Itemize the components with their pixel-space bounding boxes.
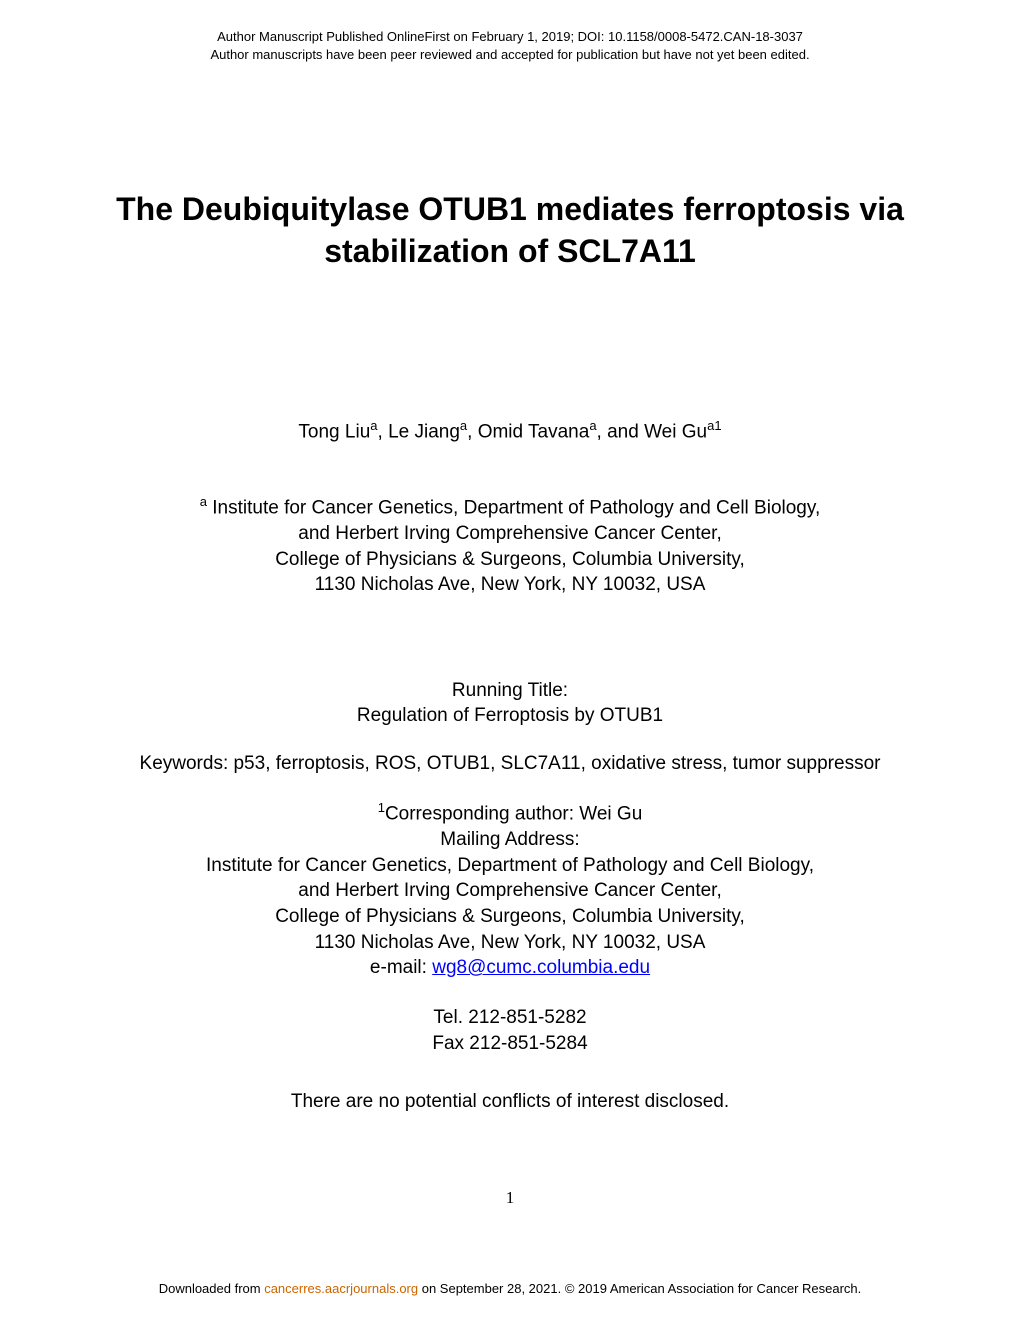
footer: Downloaded from cancerres.aacrjournals.o…: [0, 1280, 1020, 1298]
corresponding-author: 1Corresponding author: Wei Gu Mailing Ad…: [0, 799, 1020, 981]
authors-list: Tong Liua, Le Jianga, Omid Tavanaa, and …: [0, 418, 1020, 443]
footer-link[interactable]: cancerres.aacrjournals.org: [264, 1281, 418, 1296]
author-3-sup: a: [589, 418, 596, 433]
header-line1: Author Manuscript Published OnlineFirst …: [0, 28, 1020, 46]
running-title-text: Regulation of Ferroptosis by OTUB1: [357, 705, 663, 726]
contact-info: Tel. 212-851-5282 Fax 212-851-5284: [0, 1005, 1020, 1056]
corresponding-line2: and Herbert Irving Comprehensive Cancer …: [298, 880, 721, 901]
conflict-statement: There are no potential conflicts of inte…: [0, 1091, 1020, 1113]
author-4-sup: a1: [707, 418, 721, 433]
author-2: Le Jiang: [388, 421, 460, 442]
author-4: Wei Gu: [644, 421, 707, 442]
fax: Fax 212-851-5284: [432, 1033, 587, 1054]
header-notice: Author Manuscript Published OnlineFirst …: [0, 0, 1020, 64]
author-3: Omid Tavana: [478, 421, 590, 442]
email-link[interactable]: wg8@cumc.columbia.edu: [432, 957, 650, 978]
affiliation-line2: and Herbert Irving Comprehensive Cancer …: [298, 523, 721, 544]
corresponding-label: Corresponding author: Wei Gu: [385, 803, 642, 824]
corresponding-line4: 1130 Nicholas Ave, New York, NY 10032, U…: [315, 932, 706, 953]
running-title-section: Running Title: Regulation of Ferroptosis…: [0, 678, 1020, 729]
separator: ,: [378, 421, 389, 442]
keywords: Keywords: p53, ferroptosis, ROS, OTUB1, …: [0, 753, 1020, 775]
header-line2: Author manuscripts have been peer review…: [0, 46, 1020, 64]
affiliation-line3: College of Physicians & Surgeons, Columb…: [275, 549, 745, 570]
corresponding-line1: Institute for Cancer Genetics, Departmen…: [206, 855, 814, 876]
author-1-sup: a: [370, 418, 377, 433]
corresponding-sup: 1: [378, 800, 385, 815]
corresponding-line3: College of Physicians & Surgeons, Columb…: [275, 906, 745, 927]
affiliation-line1: Institute for Cancer Genetics, Departmen…: [212, 497, 820, 518]
footer-prefix: Downloaded from: [159, 1281, 265, 1296]
mailing-label: Mailing Address:: [440, 829, 579, 850]
paper-title: The Deubiquitylase OTUB1 mediates ferrop…: [0, 189, 1020, 272]
separator: ,: [467, 421, 478, 442]
page-number: 1: [0, 1188, 1020, 1208]
author-1: Tong Liu: [298, 421, 370, 442]
telephone: Tel. 212-851-5282: [433, 1007, 586, 1028]
affiliation-sup: a: [200, 494, 207, 509]
separator: , and: [597, 421, 645, 442]
running-title-label: Running Title:: [452, 680, 568, 701]
footer-suffix: on September 28, 2021. © 2019 American A…: [418, 1281, 861, 1296]
affiliation-line4: 1130 Nicholas Ave, New York, NY 10032, U…: [315, 574, 706, 595]
email-label: e-mail:: [370, 957, 432, 978]
affiliation: a Institute for Cancer Genetics, Departm…: [0, 493, 1020, 598]
